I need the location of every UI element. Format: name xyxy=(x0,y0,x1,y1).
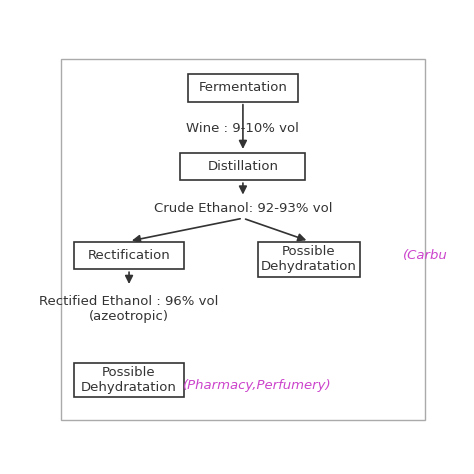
Text: (Carbu: (Carbu xyxy=(403,249,447,262)
FancyBboxPatch shape xyxy=(181,153,305,180)
FancyBboxPatch shape xyxy=(258,242,360,277)
Text: (Pharmacy,Perfumery): (Pharmacy,Perfumery) xyxy=(183,379,332,392)
Text: Rectified Ethanol : 96% vol
(azeotropic): Rectified Ethanol : 96% vol (azeotropic) xyxy=(39,295,219,323)
FancyBboxPatch shape xyxy=(74,363,184,397)
Text: Distillation: Distillation xyxy=(208,160,278,173)
Text: Possible
Dehydratation: Possible Dehydratation xyxy=(81,366,177,394)
Text: Crude Ethanol: 92-93% vol: Crude Ethanol: 92-93% vol xyxy=(154,202,332,215)
Text: Rectification: Rectification xyxy=(88,249,171,262)
Text: Possible
Dehydratation: Possible Dehydratation xyxy=(261,246,357,273)
Text: Fermentation: Fermentation xyxy=(199,82,287,94)
FancyBboxPatch shape xyxy=(188,74,298,101)
FancyBboxPatch shape xyxy=(74,242,184,270)
Text: Wine : 9-10% vol: Wine : 9-10% vol xyxy=(186,121,300,135)
